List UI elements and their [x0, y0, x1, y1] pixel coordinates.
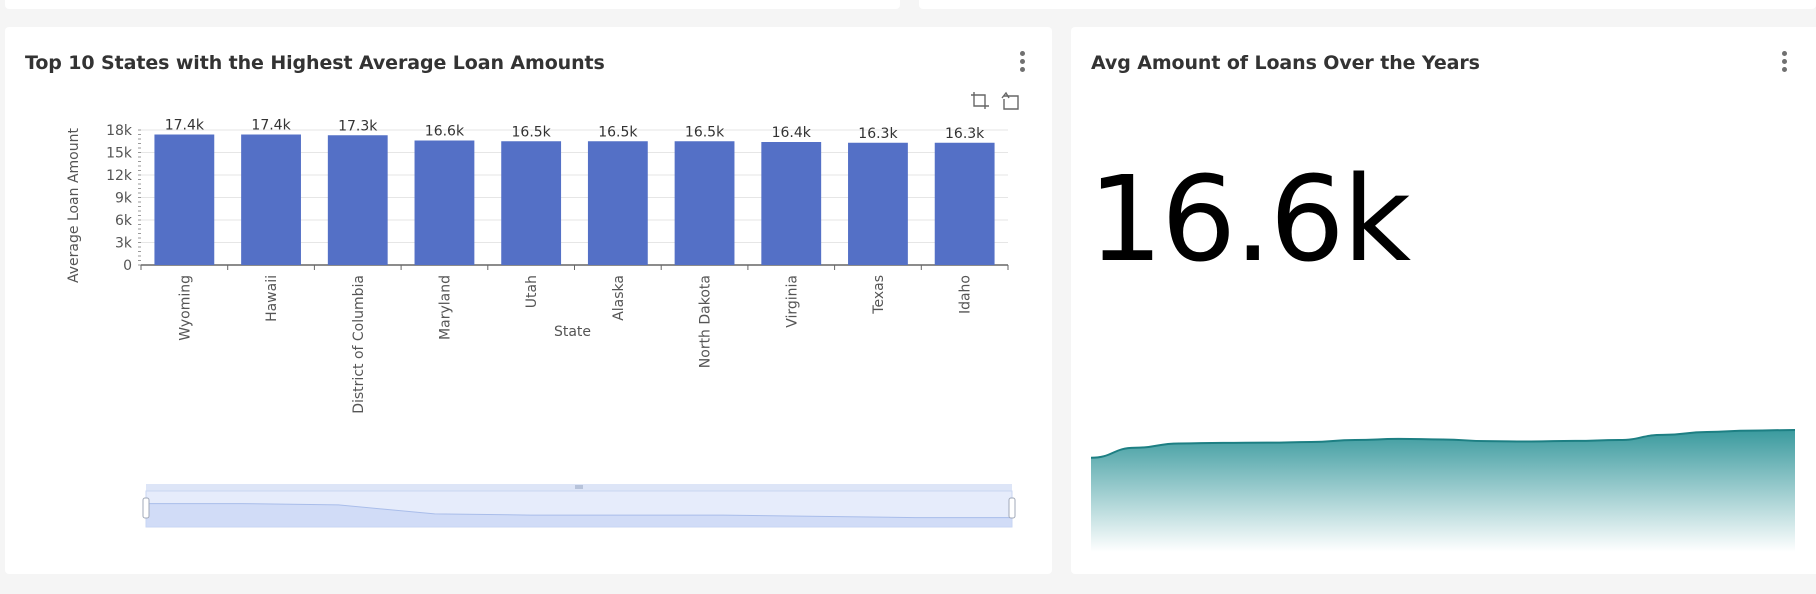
bar-chart-card: Top 10 States with the Highest Average L… [5, 27, 1052, 574]
more-vertical-icon[interactable] [1020, 51, 1026, 73]
y-tick-label: 0 [123, 258, 132, 274]
y-axis-title: Average Loan Amount [66, 128, 82, 283]
zoom-handle-right[interactable] [1008, 497, 1016, 519]
zoom-handle-left[interactable] [142, 497, 150, 519]
y-tick-label: 6k [115, 213, 133, 229]
x-category-label: District of Columbia [351, 275, 367, 414]
bar [414, 140, 475, 265]
x-category-label: Texas [871, 275, 887, 315]
x-category-label: Wyoming [177, 275, 193, 341]
bar-value-label: 17.3k [338, 118, 378, 134]
bar [241, 134, 301, 265]
bar [154, 134, 215, 265]
x-category-label: Maryland [437, 275, 453, 340]
area-chart [1091, 429, 1795, 552]
bar-value-label: 16.5k [512, 124, 552, 140]
bar-chart-title: Top 10 States with the Highest Average L… [25, 52, 605, 74]
y-tick-label: 3k [115, 236, 133, 252]
x-category-label: North Dakota [698, 275, 714, 368]
x-category-label: Alaska [611, 275, 627, 321]
bar-chart: 0 3k 6k 9k 12k 15k 18k 17.4k Wyoming 17.4k Hawaii 1… [66, 118, 1016, 528]
bar-value-label: 17.4k [165, 118, 205, 134]
bar [761, 142, 822, 265]
y-tick-label: 18k [106, 123, 133, 139]
bar [587, 141, 648, 265]
x-category-label: Idaho [958, 275, 974, 314]
y-tick-label: 9k [115, 191, 133, 207]
zoom-drag-handle[interactable] [575, 485, 583, 489]
bar [934, 142, 995, 265]
bar [674, 141, 735, 265]
bar-value-label: 16.3k [945, 126, 985, 142]
bar-value-label: 16.3k [858, 126, 898, 142]
avg-amount-title: Avg Amount of Loans Over the Years [1091, 52, 1480, 74]
x-axis-title: State [554, 324, 591, 340]
bar-value-label: 16.5k [685, 124, 725, 140]
y-tick-label: 12k [106, 168, 133, 184]
big-number-value: 16.6k [1088, 150, 1411, 288]
data-zoom-icon[interactable] [969, 90, 991, 112]
bar-value-label: 17.4k [251, 118, 291, 134]
upper-card-left [5, 0, 900, 9]
bar [848, 142, 908, 265]
upper-card-right [919, 0, 1816, 9]
bar [327, 135, 388, 265]
x-category-label: Hawaii [264, 275, 280, 322]
zoom-reset-icon[interactable] [1000, 90, 1022, 112]
bar-value-label: 16.6k [425, 124, 465, 140]
area-fill [1091, 430, 1795, 552]
more-vertical-icon[interactable] [1782, 51, 1788, 73]
x-category-label: Utah [524, 275, 540, 308]
bar-value-label: 16.4k [772, 125, 812, 141]
bar-value-label: 16.5k [598, 124, 638, 140]
y-tick-label: 15k [106, 146, 133, 162]
bar [501, 141, 562, 265]
x-category-label: Virginia [784, 275, 800, 328]
zoom-preview-line [146, 503, 1012, 519]
area-line [1091, 429, 1795, 459]
